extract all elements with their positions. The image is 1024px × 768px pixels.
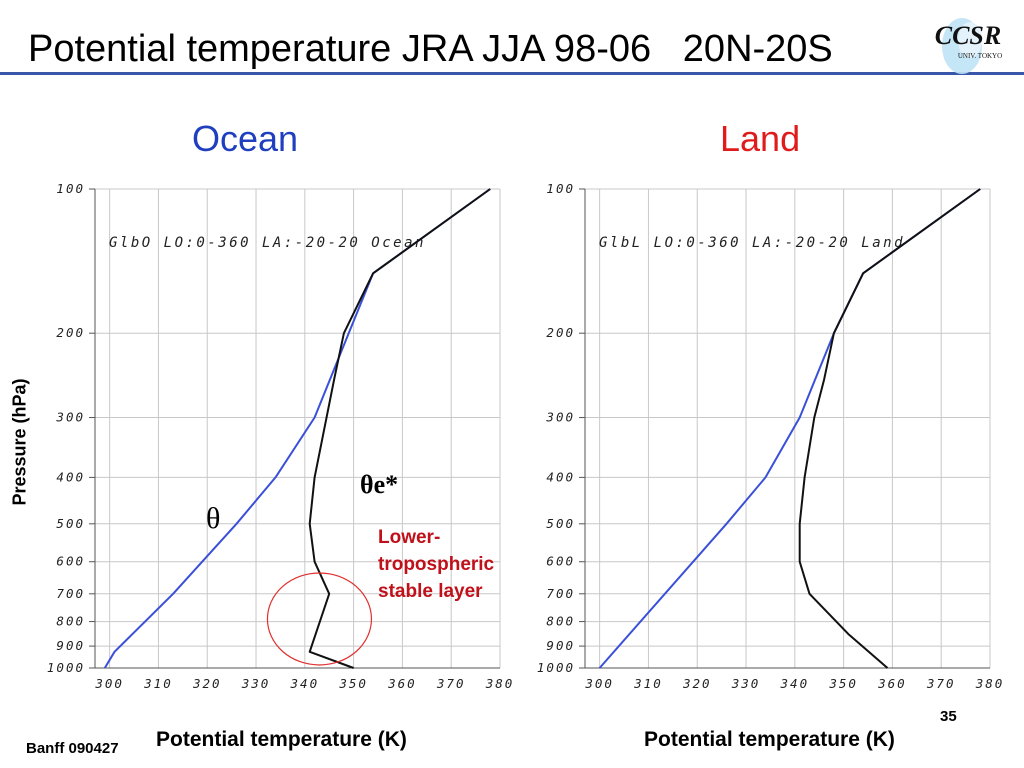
land-theta-line bbox=[598, 188, 981, 669]
y-tick-label: 600 bbox=[546, 554, 575, 569]
x-tick-label: 370 bbox=[436, 676, 466, 691]
ocean-heading: Ocean bbox=[192, 118, 299, 159]
y-tick-label: 200 bbox=[546, 325, 575, 340]
ocean-x-axis-label: Potential temperature (K) bbox=[156, 728, 407, 751]
y-tick-label: 700 bbox=[546, 586, 575, 601]
ocean-theta-line bbox=[103, 188, 491, 669]
svg-text:CCSR: CCSR bbox=[935, 21, 1002, 50]
y-tick-label: 200 bbox=[56, 325, 85, 340]
x-tick-label: 360 bbox=[877, 676, 907, 691]
x-tick-label: 300 bbox=[584, 676, 614, 691]
x-tick-label: 360 bbox=[387, 676, 417, 691]
x-tick-label: 340 bbox=[290, 676, 320, 691]
x-tick-label: 350 bbox=[338, 676, 368, 691]
y-tick-label: 300 bbox=[55, 410, 85, 425]
x-tick-label: 330 bbox=[731, 676, 761, 691]
land-inner-label: GlbL LO:0-360 LA:-20-20 Land bbox=[599, 235, 905, 251]
y-tick-label: 700 bbox=[56, 586, 85, 601]
note-line: stable layer bbox=[378, 581, 483, 602]
x-tick-label: 380 bbox=[485, 676, 515, 691]
x-tick-label: 350 bbox=[828, 676, 858, 691]
y-tick-label: 100 bbox=[56, 181, 85, 196]
y-tick-label: 500 bbox=[546, 516, 575, 531]
y-tick-label: 400 bbox=[546, 469, 575, 484]
slide-title: Potential temperature JRA JJA 98-06 20N-… bbox=[28, 28, 833, 70]
y-tick-label: 100 bbox=[546, 181, 575, 196]
y-tick-label: 900 bbox=[56, 638, 85, 653]
x-tick-label: 330 bbox=[241, 676, 271, 691]
theta-label: θ bbox=[206, 502, 221, 535]
title-rule bbox=[0, 72, 1024, 75]
theta-es-label: θe* bbox=[360, 470, 399, 499]
y-tick-label: 400 bbox=[56, 469, 85, 484]
y-tick-label: 800 bbox=[56, 614, 85, 629]
svg-text:UNIV. TOKYO: UNIV. TOKYO bbox=[958, 52, 1002, 60]
ccsr-logo: CCSR UNIV. TOKYO bbox=[935, 18, 1002, 74]
x-tick-label: 380 bbox=[975, 676, 1005, 691]
x-tick-label: 310 bbox=[633, 676, 663, 691]
x-tick-label: 310 bbox=[143, 676, 173, 691]
x-tick-label: 370 bbox=[926, 676, 956, 691]
ocean-theta-es-line bbox=[308, 188, 491, 669]
x-tick-label: 320 bbox=[192, 676, 222, 691]
land-x-axis-label: Potential temperature (K) bbox=[644, 728, 895, 751]
x-tick-label: 340 bbox=[780, 676, 810, 691]
land-theta-es-line bbox=[798, 188, 981, 669]
stable-layer-note: Lower- tropospheric stable layer bbox=[378, 524, 494, 605]
ocean-inner-label: GlbO LO:0-360 LA:-20-20 Ocean bbox=[109, 235, 426, 251]
y-tick-label: 1000 bbox=[537, 660, 575, 675]
y-tick-label: 300 bbox=[545, 410, 575, 425]
y-tick-label: 500 bbox=[56, 516, 85, 531]
note-line: tropospheric bbox=[378, 554, 495, 575]
footer-text: Banff 090427 bbox=[26, 740, 119, 757]
page-number: 35 bbox=[940, 708, 957, 725]
x-tick-label: 300 bbox=[94, 676, 124, 691]
y-tick-label: 800 bbox=[546, 614, 575, 629]
y-tick-label: 1000 bbox=[47, 660, 85, 675]
stable-layer-circle bbox=[266, 572, 373, 666]
y-tick-label: 600 bbox=[56, 554, 85, 569]
y-tick-label: 900 bbox=[546, 638, 575, 653]
land-heading: Land bbox=[720, 118, 801, 159]
note-line: Lower- bbox=[378, 527, 441, 548]
x-tick-label: 320 bbox=[682, 676, 712, 691]
